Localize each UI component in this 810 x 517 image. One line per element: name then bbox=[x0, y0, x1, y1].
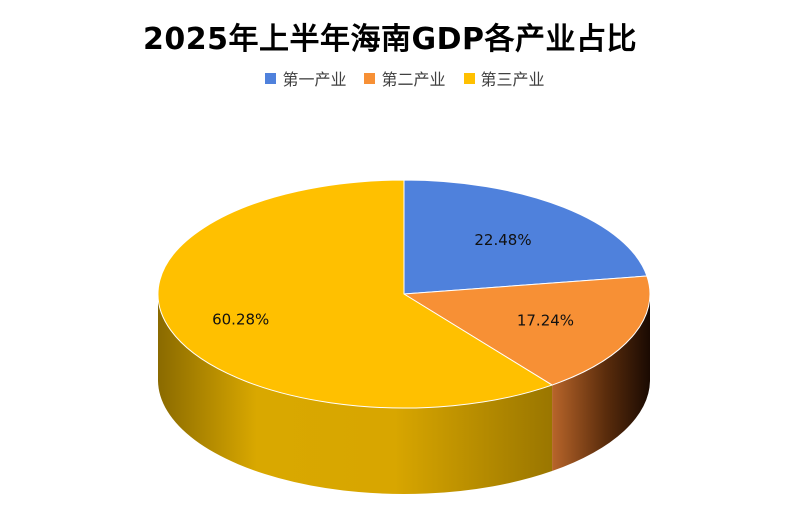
chart-title: 2025年上半年海南GDP各产业占比 bbox=[142, 22, 637, 57]
slice-tertiary bbox=[157, 179, 554, 409]
pie-sides bbox=[158, 294, 650, 494]
data-label-primary: 22.48% bbox=[474, 231, 531, 249]
data-label-secondary: 17.24% bbox=[517, 311, 574, 329]
legend-item-secondary: 第二产业 bbox=[364, 66, 446, 90]
data-label-tertiary: 60.28% bbox=[212, 310, 269, 328]
slice-side-secondary bbox=[552, 294, 650, 472]
legend-swatch-secondary bbox=[364, 72, 376, 84]
slice-secondary bbox=[402, 275, 651, 386]
pie-tops bbox=[157, 179, 651, 409]
legend-label-tertiary: 第三产业 bbox=[480, 70, 545, 89]
legend-item-tertiary: 第三产业 bbox=[463, 66, 545, 90]
legend-swatch-primary bbox=[265, 72, 277, 84]
legend-label-secondary: 第二产业 bbox=[381, 70, 446, 89]
slice-primary bbox=[403, 179, 648, 295]
legend-swatch-tertiary bbox=[463, 72, 475, 84]
legend-item-primary: 第一产业 bbox=[265, 66, 346, 90]
pie-labels: 22.48% 17.24% 60.28% bbox=[212, 231, 574, 329]
legend-label-primary: 第一产业 bbox=[282, 70, 347, 89]
legend: 第一产业 第二产业 第三产业 bbox=[0, 66, 810, 90]
slice-side-tertiary bbox=[158, 294, 553, 494]
